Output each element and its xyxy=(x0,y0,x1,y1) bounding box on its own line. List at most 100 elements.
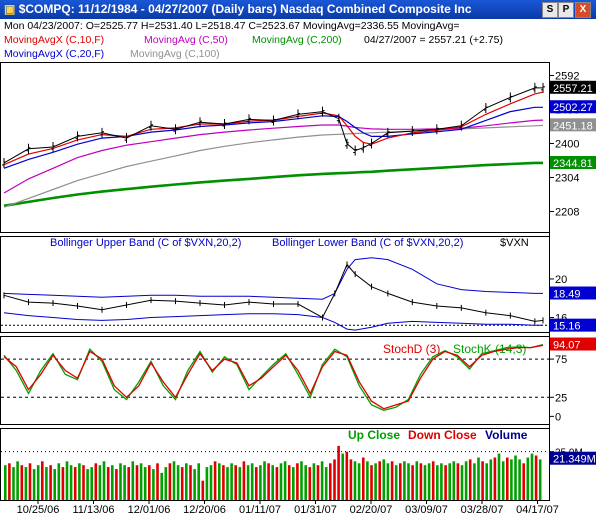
volume-bar xyxy=(283,461,287,500)
volume-bar xyxy=(49,465,52,500)
volume-bar xyxy=(403,461,406,500)
volume-bar xyxy=(510,459,513,500)
volume-bar xyxy=(32,469,36,500)
vxn-lower-band xyxy=(3,312,543,331)
x-tick-label: 12/01/06 xyxy=(128,504,171,516)
volume-bar xyxy=(522,463,525,500)
legend-last-close: 04/27/2007 = 2557.21 (+2.75) xyxy=(364,34,503,46)
volume-bar xyxy=(419,463,423,500)
x-tick-label: 10/25/06 xyxy=(17,504,60,516)
volume-bar xyxy=(534,455,538,500)
volume-bar xyxy=(73,467,77,500)
volume-bar xyxy=(16,461,19,500)
close-button[interactable]: X xyxy=(575,2,591,18)
stoch-tick-label: 75 xyxy=(555,354,567,366)
volume-bar xyxy=(180,467,184,500)
volume-legend: Volume xyxy=(485,428,528,442)
x-tick-label: 03/28/07 xyxy=(461,504,504,516)
volume-up-legend: Up Close xyxy=(348,428,400,442)
volume-bar xyxy=(53,469,56,500)
volume-bar xyxy=(473,463,476,500)
volume-bar xyxy=(160,472,163,500)
volume-bar xyxy=(308,467,312,500)
volume-bar xyxy=(378,461,381,500)
volume-bar xyxy=(304,465,307,500)
print-button[interactable]: P xyxy=(558,2,574,18)
stoch-tick-label: 0 xyxy=(555,411,561,423)
volume-bar xyxy=(115,469,118,500)
legend-ma50: MovingAvg (C,50) xyxy=(144,34,228,46)
volume-bar xyxy=(28,463,32,500)
volume-bar xyxy=(164,467,168,500)
stoch-d-line xyxy=(3,344,544,410)
stoch-last-value: 94.07 xyxy=(553,340,581,352)
price-tick-label: 2400 xyxy=(555,138,579,150)
price-tick-label: 2208 xyxy=(555,206,579,218)
volume-bar xyxy=(353,461,357,500)
vxn-last-value-bg xyxy=(550,286,596,300)
volume-bar xyxy=(238,467,242,500)
volume-bar xyxy=(271,465,274,500)
price-last-value-bg xyxy=(550,100,596,114)
volume-bar xyxy=(90,467,93,500)
volume-bar xyxy=(460,465,464,500)
stoch-tick-label: 25 xyxy=(555,392,567,404)
price-last-value-bg xyxy=(550,80,596,94)
x-tick-label: 01/31/07 xyxy=(294,504,337,516)
volume-bar xyxy=(530,453,534,500)
x-tick-label: 01/11/07 xyxy=(239,504,281,516)
volume-bar xyxy=(431,461,435,500)
volume-bar xyxy=(329,463,332,500)
window-titlebar[interactable]: ▣ $COMPQ: 11/12/1984 - 04/27/2007 (Daily… xyxy=(0,0,596,19)
volume-bar xyxy=(481,461,484,500)
volume-bar xyxy=(477,457,480,500)
volume-bar xyxy=(24,467,28,500)
settings-button[interactable]: S xyxy=(542,2,558,18)
volume-bar xyxy=(514,455,517,500)
volume-bar xyxy=(357,463,361,500)
volume-bar xyxy=(250,463,254,500)
volume-bar xyxy=(493,457,497,500)
volume-bar xyxy=(370,465,373,500)
volume-bar xyxy=(279,463,283,500)
volume-last-value: 21.349M xyxy=(553,454,596,466)
volume-bar xyxy=(255,467,258,500)
x-tick-label: 02/20/07 xyxy=(350,504,393,516)
volume-bar xyxy=(316,465,320,500)
volume-bar xyxy=(518,459,521,500)
volume-bar xyxy=(341,453,344,500)
window-title: ▣ $COMPQ: 11/12/1984 - 04/27/2007 (Daily… xyxy=(4,2,472,16)
volume-bar xyxy=(98,465,102,500)
volume-bar xyxy=(135,465,139,500)
stoch-k-line xyxy=(3,343,544,411)
volume-bar xyxy=(456,463,460,500)
price-ma-line xyxy=(3,161,543,208)
volume-bar xyxy=(123,465,126,500)
volume-bar xyxy=(423,465,427,500)
volume-bar xyxy=(213,461,217,500)
volume-bar xyxy=(222,465,225,500)
vxn-upper-legend: Bollinger Upper Band (C of $VXN,20,2) xyxy=(50,237,241,249)
price-tick-label: 2592 xyxy=(555,70,579,82)
volume-bar xyxy=(320,461,324,500)
volume-bar xyxy=(106,467,110,500)
price-last-value: 2557.21 xyxy=(553,83,593,95)
vxn-last-value: 18.49 xyxy=(553,289,581,301)
panel-frame xyxy=(0,62,550,233)
volume-bar xyxy=(131,461,135,500)
volume-bar xyxy=(65,461,69,500)
window-title-text: $COMPQ: 11/12/1984 - 04/27/2007 (Daily b… xyxy=(18,2,472,16)
vxn-lower-legend: Bollinger Lower Band (C of $VXN,20,2) xyxy=(272,237,463,249)
volume-bar xyxy=(20,465,24,500)
price-last-value: 2502.27 xyxy=(553,102,593,114)
volume-bar xyxy=(411,465,414,500)
volume-bar xyxy=(374,463,377,500)
volume-bar xyxy=(399,463,402,500)
volume-bar xyxy=(4,465,7,500)
vxn-line xyxy=(3,263,544,322)
volume-bar xyxy=(111,465,114,500)
volume-bar xyxy=(148,465,151,500)
volume-bar xyxy=(168,463,172,500)
stoch-k-legend: StochK (14,3) xyxy=(453,342,526,356)
